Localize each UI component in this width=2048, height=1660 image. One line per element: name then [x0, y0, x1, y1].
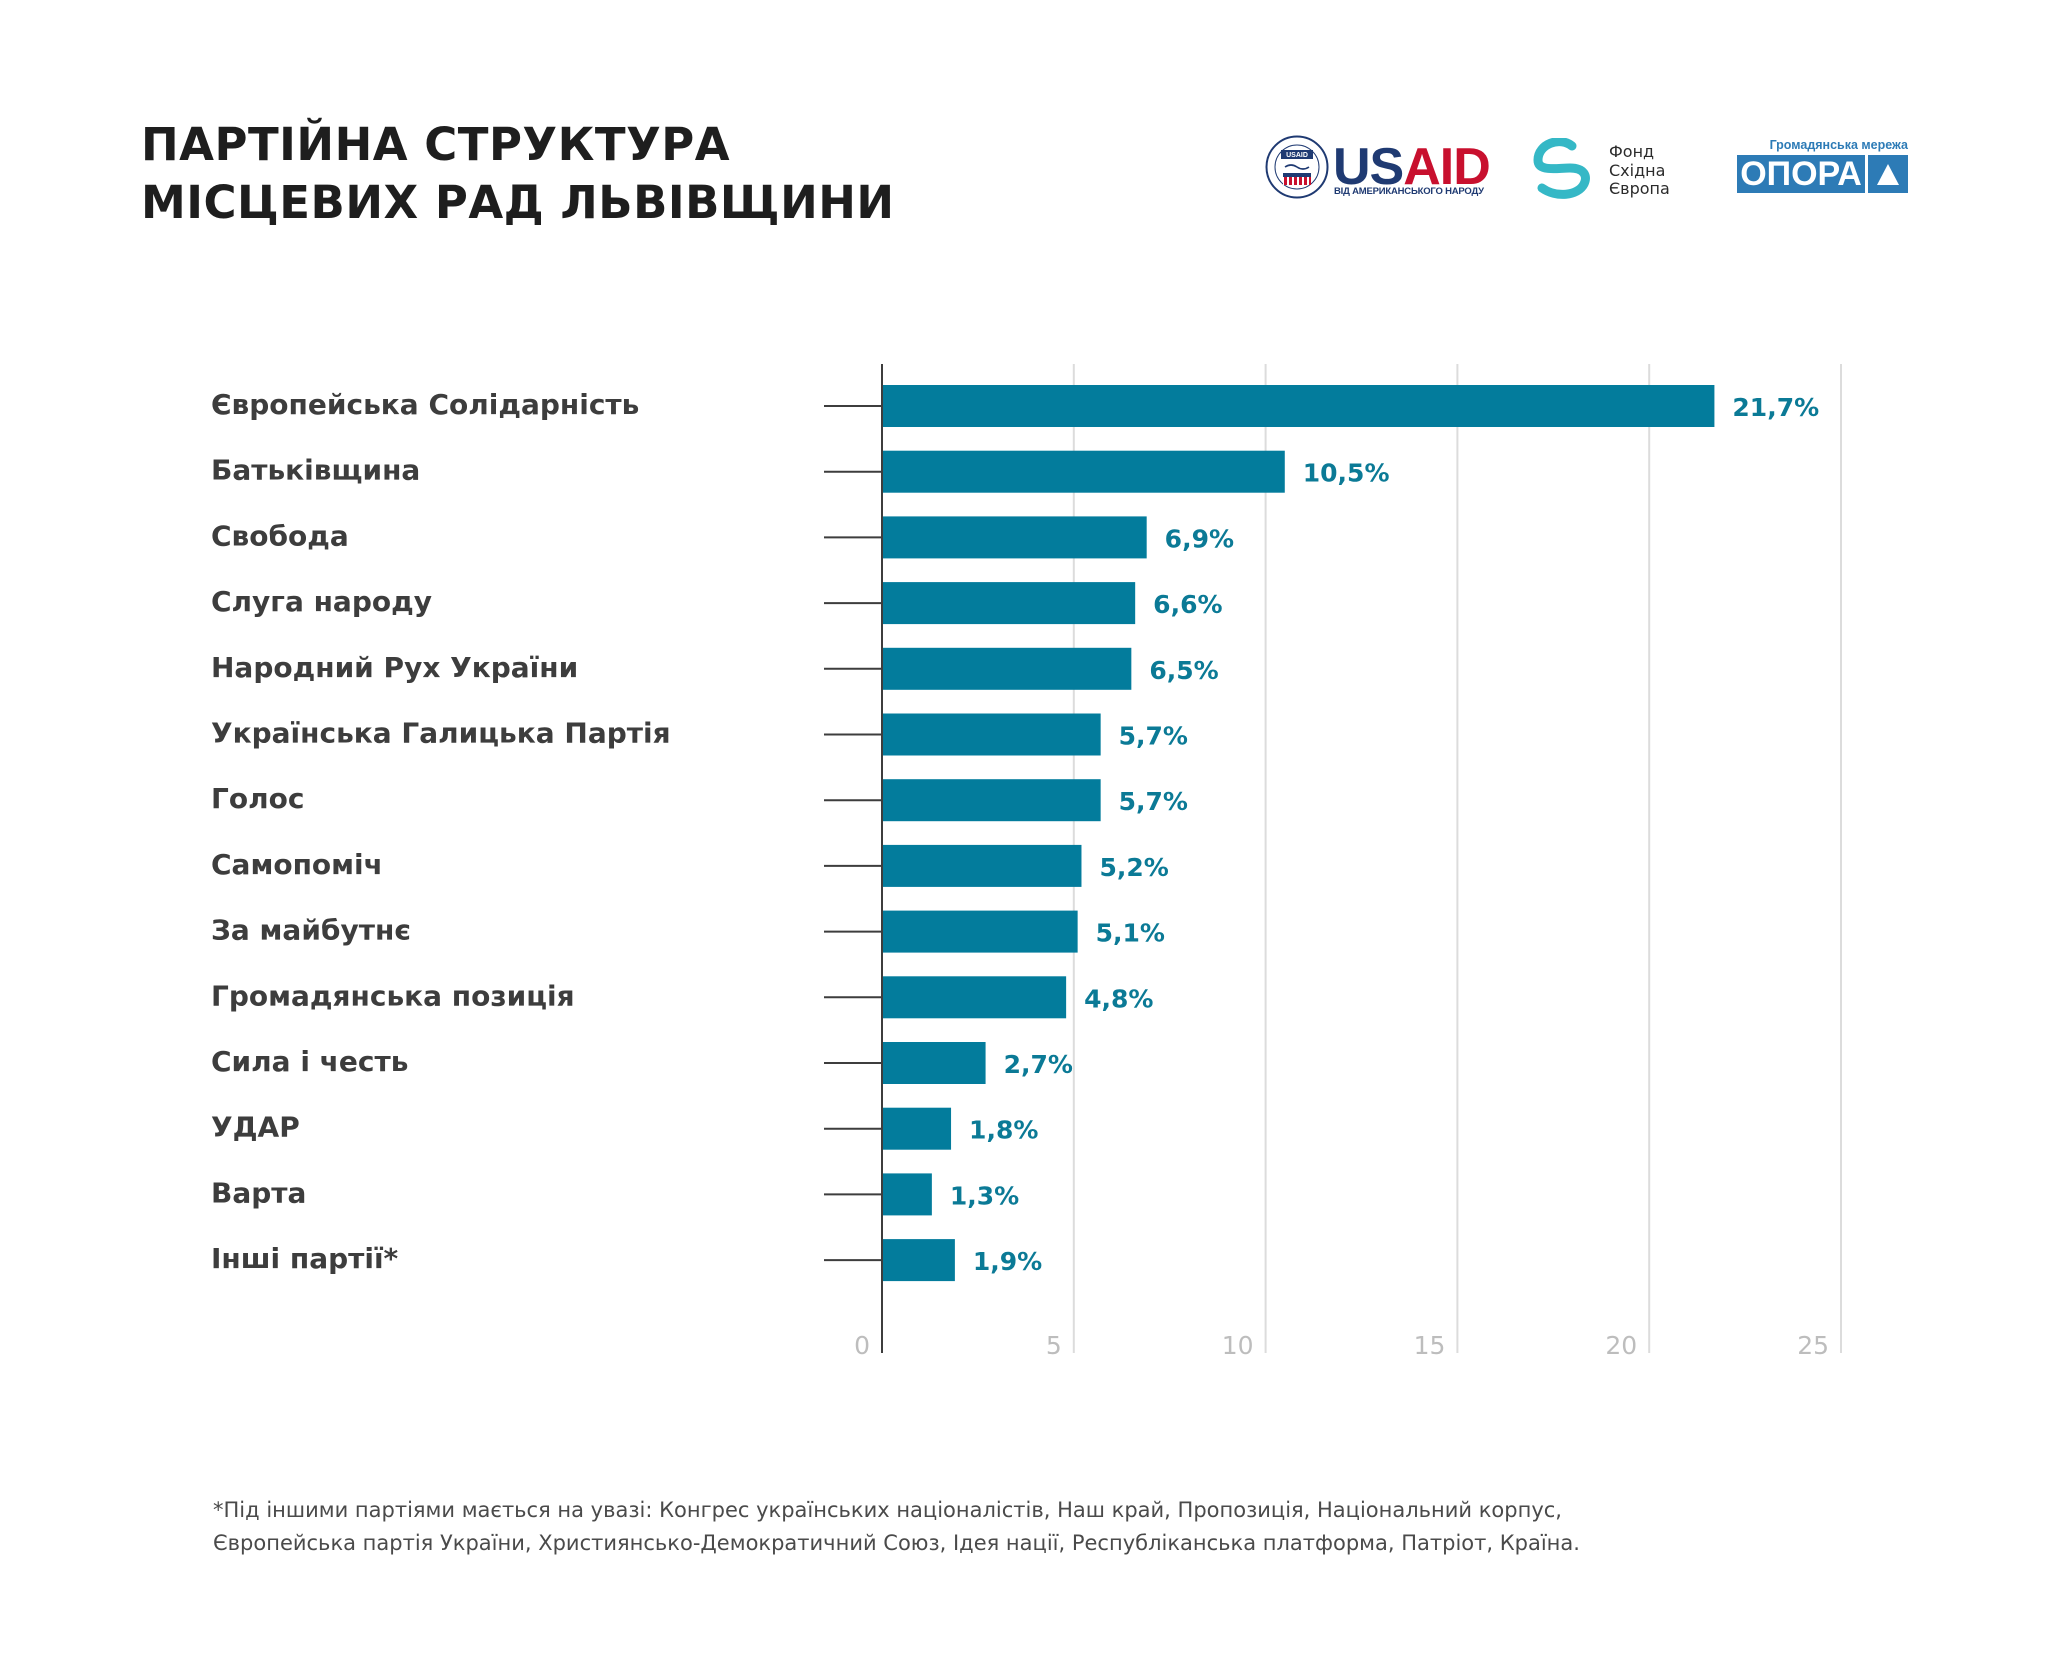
category-label: Інші партії* [211, 1242, 399, 1275]
bar [882, 1042, 986, 1084]
opora-triangle-icon [1868, 155, 1908, 193]
bars [882, 385, 1715, 1282]
title-line-1: ПАРТІЙНА СТРУКТУРА [141, 118, 731, 171]
bar [882, 1173, 932, 1216]
category-label: Варта [211, 1176, 306, 1209]
eef-line-2: Східна [1609, 160, 1666, 180]
value-label: 5,7% [1119, 722, 1188, 751]
bar [882, 516, 1147, 559]
gridlines [1072, 364, 1842, 1353]
footnote-line-2: Європейська партія України, Християнсько… [213, 1531, 1580, 1555]
value-label: 5,7% [1119, 787, 1188, 816]
x-tick-label: 5 [1046, 1331, 1062, 1360]
usaid-logo-wordmark: USAID [1333, 138, 1491, 196]
title-line-2: МІСЦЕВИХ РАД ЛЬВІВЩИНИ [141, 176, 895, 229]
category-label: Самопоміч [211, 848, 383, 881]
bar [882, 450, 1285, 493]
value-label: 6,9% [1165, 524, 1234, 553]
category-label: Сила і честь [211, 1045, 408, 1078]
category-label: Слуга народу [211, 585, 432, 618]
value-label: 1,9% [973, 1247, 1042, 1276]
category-labels: Європейська Солідарність Батьківщина Свобо… [211, 388, 671, 1275]
opora-logo-wordmark: ОПОРА [1737, 155, 1865, 193]
bar [882, 976, 1067, 1019]
bar [882, 1107, 952, 1150]
value-label: 4,8% [1084, 984, 1153, 1013]
usaid-us: US [1333, 138, 1404, 196]
value-label: 5,2% [1099, 853, 1168, 882]
bar [882, 779, 1101, 822]
x-tick-labels: 0 5 10 15 20 25 [854, 1331, 1829, 1360]
category-label: Європейська Солідарність [211, 388, 639, 421]
x-tick-label: 25 [1797, 1331, 1829, 1360]
bar [882, 582, 1136, 625]
usaid-subtitle: ВІД АМЕРИКАНСЬКОГО НАРОДУ [1334, 186, 1484, 197]
category-label: Голос [211, 782, 304, 815]
category-label: УДАР [211, 1111, 300, 1144]
value-label: 1,8% [969, 1116, 1038, 1145]
bar [882, 1239, 955, 1282]
eef-line-1: Фонд [1609, 142, 1655, 161]
value-label: 1,3% [950, 1181, 1019, 1210]
x-tick-label: 0 [854, 1331, 870, 1360]
usaid-seal-label: USAID [1286, 152, 1308, 159]
category-label: Громадянська позиція [211, 979, 575, 1012]
value-label: 5,1% [1096, 919, 1165, 948]
opora-subtitle: Громадянська мережа [1769, 138, 1908, 152]
category-label: За майбутнє [211, 914, 411, 947]
category-label: Свобода [211, 519, 349, 552]
bar [882, 910, 1078, 953]
category-label: Українська Галицька Партія [211, 717, 671, 750]
usaid-aid: AID [1403, 138, 1491, 196]
category-label: Батьківщина [211, 454, 420, 487]
east-europe-foundation-logo-icon [1530, 137, 1592, 200]
bar [882, 385, 1715, 427]
x-tick-label: 20 [1605, 1331, 1637, 1360]
value-label: 10,5% [1303, 459, 1390, 488]
category-label: Народний Рух України [211, 651, 578, 684]
x-tick-label: 15 [1414, 1331, 1446, 1360]
footnote: *Під іншими партіями мається на увазі: К… [213, 1494, 1580, 1560]
value-labels: 21,7% 10,5% 6,9% 6,6% 6,5% 5,7% 5,7% 5,2% 5,1% 4,… [950, 393, 1819, 1276]
category-ticks [824, 405, 882, 1262]
value-label: 6,5% [1149, 656, 1218, 685]
bar [882, 713, 1101, 756]
eef-line-3: Європа [1609, 179, 1670, 198]
east-europe-foundation-name: Фонд Східна Європа [1609, 142, 1670, 199]
value-label: 21,7% [1732, 393, 1819, 422]
usaid-seal-icon: USAID [1265, 135, 1329, 199]
page-title: ПАРТІЙНА СТРУКТУРА МІСЦЕВИХ РАД ЛЬВІВЩИН… [141, 116, 895, 232]
bar [882, 844, 1082, 887]
bar [882, 647, 1132, 690]
value-label: 2,7% [1004, 1050, 1073, 1079]
x-tick-label: 10 [1222, 1331, 1254, 1360]
value-label: 6,6% [1153, 590, 1222, 619]
footnote-line-1: *Під іншими партіями мається на увазі: К… [213, 1498, 1562, 1522]
